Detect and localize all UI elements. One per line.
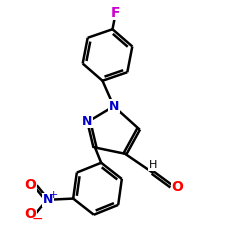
Text: O: O [24,178,36,192]
Text: O: O [172,180,183,194]
Text: F: F [111,6,120,20]
Text: N: N [108,100,119,113]
Text: N: N [43,193,53,206]
Text: N: N [82,115,92,128]
Text: O: O [24,207,36,221]
Text: +: + [48,190,58,200]
Text: −: − [31,212,43,226]
Text: H: H [149,160,157,170]
